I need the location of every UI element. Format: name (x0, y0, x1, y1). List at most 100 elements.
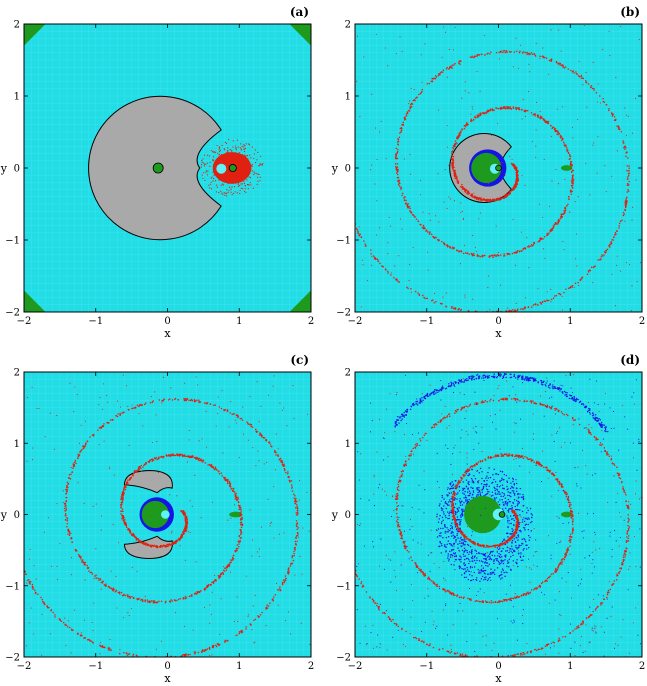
scatter-point (609, 246, 611, 248)
scatter-point (200, 458, 202, 460)
scatter-point (533, 53, 535, 55)
scatter-point (524, 539, 526, 541)
scatter-point (399, 186, 402, 188)
scatter-point (493, 560, 495, 562)
scatter-point (239, 511, 241, 514)
scatter-point (99, 578, 102, 581)
scatter-point (204, 163, 206, 166)
scatter-point (213, 170, 215, 172)
scatter-point (210, 463, 213, 466)
scatter-point (457, 509, 459, 511)
scatter-point (266, 461, 268, 463)
scatter-point (185, 526, 188, 528)
scatter-point (532, 304, 535, 306)
scatter-point (201, 650, 203, 653)
scatter-point (403, 119, 406, 121)
scatter-point (603, 254, 605, 256)
scatter-point (440, 71, 443, 73)
scatter-point (458, 134, 460, 137)
scatter-point (529, 71, 531, 73)
scatter-point (564, 209, 567, 212)
scatter-point (577, 196, 579, 198)
scatter-point (522, 308, 525, 310)
scatter-point (479, 492, 481, 494)
scatter-point (142, 466, 144, 468)
scatter-point (168, 600, 171, 603)
scatter-point (575, 71, 577, 73)
scatter-point (507, 560, 509, 562)
scatter-point (510, 482, 512, 484)
scatter-point (474, 555, 476, 557)
scatter-point (559, 64, 561, 66)
scatter-point (64, 503, 66, 505)
scatter-point (464, 543, 466, 546)
scatter-point (164, 601, 167, 604)
scatter-point (512, 529, 514, 531)
scatter-point (495, 51, 498, 54)
scatter-point (202, 649, 204, 651)
scatter-point (65, 492, 67, 495)
scatter-point (422, 211, 424, 213)
scatter-point (218, 147, 220, 149)
scatter-point (205, 170, 208, 172)
scatter-point (98, 577, 100, 580)
scatter-point (515, 168, 518, 170)
scatter-point (518, 496, 520, 498)
scatter-point (519, 529, 522, 532)
scatter-point (269, 602, 271, 604)
scatter-point (87, 566, 89, 569)
scatter-point (223, 409, 225, 412)
scatter-point (54, 616, 56, 618)
scatter-point (254, 641, 256, 643)
scatter-point (498, 576, 500, 578)
scatter-point (433, 237, 435, 239)
scatter-point (218, 179, 220, 181)
scatter-point (476, 70, 478, 72)
scatter-point (516, 107, 518, 109)
scatter-point (524, 184, 526, 186)
scatter-point (631, 285, 633, 287)
scatter-point (554, 128, 556, 130)
scatter-point (95, 574, 97, 576)
scatter-point (192, 629, 194, 631)
scatter-point (516, 309, 519, 312)
scatter-point (452, 162, 455, 165)
scatter-point (511, 188, 514, 190)
scatter-point (279, 402, 281, 404)
scatter-point (455, 528, 458, 531)
scatter-point (450, 524, 452, 527)
scatter-point (205, 410, 207, 412)
scatter-point (229, 186, 231, 188)
scatter-point (387, 242, 389, 244)
scatter-point (414, 290, 417, 293)
scatter-point (470, 120, 472, 123)
scatter-point (497, 122, 499, 124)
scatter-point (626, 165, 629, 167)
scatter-point (182, 532, 185, 535)
scatter-point (477, 482, 479, 484)
scatter-point (627, 173, 630, 175)
scatter-point (515, 561, 517, 564)
scatter-point (250, 157, 252, 159)
scatter-point (253, 642, 255, 644)
scatter-point (464, 125, 467, 128)
scatter-point (509, 487, 512, 490)
scatter-point (454, 511, 457, 513)
scatter-point (227, 151, 229, 153)
scatter-point (522, 51, 525, 53)
scatter-point (223, 569, 225, 572)
scatter-point (266, 607, 269, 610)
scatter-point (452, 155, 455, 158)
scatter-point (528, 53, 530, 56)
scatter-point (227, 149, 229, 152)
scatter-point (441, 516, 444, 519)
scatter-point (235, 182, 237, 184)
scatter-point (116, 415, 119, 418)
scatter-point (504, 196, 506, 199)
scatter-point (243, 148, 245, 150)
scatter-point (267, 394, 269, 396)
scatter-point (548, 73, 550, 75)
scatter-point (220, 472, 223, 474)
scatter-point (548, 232, 550, 234)
scatter-point (534, 115, 536, 117)
